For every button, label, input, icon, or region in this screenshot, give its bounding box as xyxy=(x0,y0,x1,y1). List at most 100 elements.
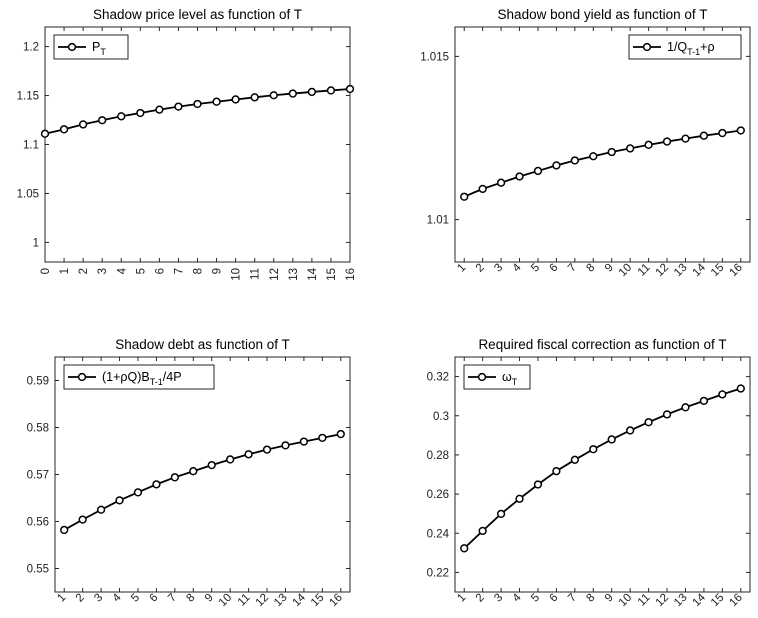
legend: 1/QT-1+ρ xyxy=(628,34,742,60)
legend-marker xyxy=(477,372,487,382)
data-point xyxy=(552,161,561,170)
y-tick-label: 0.56 xyxy=(27,517,49,529)
data-point xyxy=(496,509,506,519)
data-point xyxy=(570,455,579,464)
y-tick-label: 1.015 xyxy=(420,51,449,63)
x-tick-label: 10 xyxy=(617,592,635,610)
x-tick-label: 5 xyxy=(135,268,147,274)
data-point xyxy=(644,140,653,149)
y-tick-label: 1.01 xyxy=(427,215,449,227)
subplot-2: Shadow bond yield as function of T 1.01 1.… xyxy=(420,7,751,280)
data-point xyxy=(133,488,143,497)
x-tick-label: 13 xyxy=(672,262,690,280)
y-tick-label: 0.32 xyxy=(427,372,449,384)
data-point xyxy=(736,126,745,135)
data-point xyxy=(589,152,598,161)
data-point xyxy=(244,450,253,459)
data-point xyxy=(189,467,198,476)
data-point xyxy=(226,455,235,464)
x-tick-label: 1 xyxy=(59,268,71,274)
x-tick-label: 2 xyxy=(474,262,487,275)
chart-title: Required fiscal correction as function o… xyxy=(478,337,726,352)
x-tick-label: 12 xyxy=(654,262,672,280)
data-point xyxy=(170,473,179,482)
x-tick-label: 5 xyxy=(129,592,142,605)
x-tick-label: 15 xyxy=(309,592,327,610)
x-tick-label: 14 xyxy=(290,591,308,609)
x-tick-label: 9 xyxy=(603,262,616,275)
data-point xyxy=(60,525,69,535)
data-point xyxy=(570,156,579,165)
x-tick-label: 6 xyxy=(148,592,161,605)
data-point xyxy=(699,131,709,140)
data-point xyxy=(318,433,327,442)
y-tick-label: 1.1 xyxy=(23,140,39,152)
x-tick-label: 4 xyxy=(511,261,524,274)
y-tick-label: 1.15 xyxy=(17,91,39,103)
x-tick-label: 5 xyxy=(529,262,542,275)
y-tick-label: 0.22 xyxy=(427,567,449,579)
y-tick-label: 1.05 xyxy=(17,188,39,200)
x-tick-label: 16 xyxy=(727,262,745,280)
x-tick-label: 7 xyxy=(566,592,579,605)
data-point xyxy=(478,526,487,536)
data-point xyxy=(644,418,653,427)
data-point xyxy=(326,86,336,95)
x-tick-label: 13 xyxy=(272,592,290,610)
y-tick-label: 0.3 xyxy=(433,411,449,423)
legend: ωT xyxy=(463,364,531,390)
x-tick-label: 9 xyxy=(603,592,616,605)
x-tick-label: 13 xyxy=(288,268,300,281)
x-tick-label: 2 xyxy=(74,592,87,605)
data-point xyxy=(345,84,355,94)
axes-box xyxy=(454,26,751,263)
x-tick-label: 4 xyxy=(116,267,128,274)
x-tick-label: 1 xyxy=(455,592,468,605)
x-tick-label: 11 xyxy=(236,592,253,609)
x-tick-label: 11 xyxy=(250,268,262,280)
y-tick-label: 0.59 xyxy=(27,376,49,388)
x-tick-label: 11 xyxy=(636,262,653,279)
legend-label: PT xyxy=(92,40,106,57)
data-point xyxy=(152,480,161,489)
data-point xyxy=(136,108,145,118)
data-point xyxy=(718,128,727,138)
x-tick-label: 7 xyxy=(166,592,179,605)
data-point xyxy=(515,172,524,181)
x-tick-label: 12 xyxy=(269,268,281,281)
x-tick-label: 16 xyxy=(345,268,357,281)
x-tick-label: 6 xyxy=(548,592,561,605)
subplot-3: Shadow debt as function of T 0.55 0.56 0.57… xyxy=(27,337,351,610)
data-point xyxy=(460,544,469,553)
x-tick-label: 3 xyxy=(492,592,505,605)
data-point xyxy=(607,147,616,157)
data-point xyxy=(552,467,561,476)
data-point xyxy=(174,102,183,111)
data-point xyxy=(460,192,469,201)
legend-box xyxy=(628,34,742,60)
x-tick-label: 13 xyxy=(672,592,690,610)
data-point xyxy=(626,426,635,435)
series-line xyxy=(463,129,741,198)
data-point xyxy=(193,99,202,109)
series-line xyxy=(463,387,742,549)
y-tick-label: 1.2 xyxy=(23,42,39,54)
chart-title: Shadow debt as function of T xyxy=(115,337,290,352)
x-tick-label: 6 xyxy=(548,262,561,275)
data-point xyxy=(699,396,709,406)
x-tick-label: 9 xyxy=(203,592,216,605)
data-point xyxy=(718,390,727,399)
x-tick-label: 12 xyxy=(654,592,672,610)
x-tick-label: 2 xyxy=(474,592,487,605)
data-point xyxy=(589,445,598,454)
x-tick-label: 3 xyxy=(92,592,105,605)
data-point xyxy=(269,91,278,100)
x-tick-label: 6 xyxy=(154,268,166,274)
x-tick-label: 7 xyxy=(173,268,185,274)
x-tick-label: 16 xyxy=(727,592,745,610)
data-point xyxy=(681,403,690,412)
x-tick-label: 11 xyxy=(636,592,653,609)
x-tick-label: 10 xyxy=(217,592,235,610)
data-point xyxy=(207,460,216,470)
y-tick-label: 0.24 xyxy=(427,528,450,540)
